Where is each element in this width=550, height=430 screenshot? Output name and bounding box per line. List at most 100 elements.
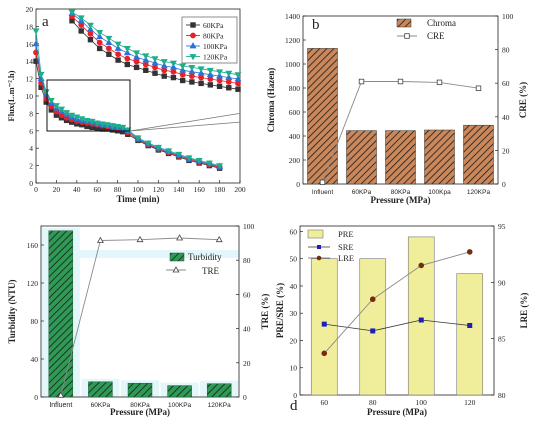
x-category-label: 120KPa — [467, 189, 491, 196]
y-tick-label: 12 — [26, 75, 34, 84]
zoom-data-point — [179, 63, 187, 70]
y-tick-label: 1200 — [285, 36, 300, 45]
zoom-data-point — [207, 76, 214, 82]
legend-label: CRE — [427, 31, 445, 41]
zoom-data-point — [114, 44, 122, 51]
x-category-label: 60KPa — [352, 189, 372, 196]
zoom-data-point — [87, 30, 94, 37]
x-tick-label: 80 — [114, 185, 122, 194]
zoom-data-point — [105, 38, 113, 45]
zoom-data-point — [151, 56, 159, 63]
panel-letter-d: d — [290, 398, 298, 414]
y-tick-label: 20 — [26, 5, 34, 14]
bar-chroma — [463, 124, 494, 185]
y-tick-label: 2 — [29, 162, 33, 171]
y-tick-label: 600 — [289, 108, 301, 117]
data-point-LRE — [369, 296, 376, 303]
zoom-data-point — [234, 75, 242, 82]
zoom-data-point — [87, 36, 94, 43]
zoom-data-point — [188, 64, 196, 72]
x-category-label: 80KPa — [130, 402, 150, 409]
zoom-data-point — [133, 50, 141, 57]
y-right-axis-label: LRE (%) — [519, 293, 529, 329]
y-right-tick-label: 20 — [502, 146, 510, 155]
data-point — [165, 148, 173, 155]
data-point — [32, 28, 40, 35]
data-point-TRE — [57, 391, 65, 398]
x-tick-label: 200 — [234, 185, 246, 194]
bar-turbidity — [48, 230, 74, 398]
data-point — [98, 121, 106, 128]
y-tick-label: 18 — [26, 22, 34, 31]
y-right-tick-label: 100 — [502, 12, 514, 21]
y-tick-label: 1400 — [285, 12, 300, 21]
zoom-data-point — [179, 66, 187, 73]
y-right-axis-label: TRE (%) — [260, 294, 270, 330]
data-point-LRE — [418, 262, 425, 269]
zoom-data-point — [206, 67, 214, 75]
data-point — [37, 71, 45, 79]
zoom-data-point — [226, 85, 232, 91]
bar-chroma — [424, 129, 455, 185]
data-point-SRE — [418, 317, 424, 323]
panel-d-frame — [299, 225, 495, 396]
data-point — [78, 116, 86, 123]
data-point-SRE — [467, 322, 473, 328]
x-category-label: 60 — [321, 398, 329, 407]
zoom-data-point — [96, 45, 103, 52]
bar-PRE — [456, 273, 484, 396]
y-tick-label: 0 — [29, 179, 33, 188]
zoom-data-point — [216, 77, 223, 84]
legend-label: Turbidity — [188, 252, 222, 262]
y-right-tick-label: 20 — [243, 359, 251, 368]
x-tick-label: 120 — [153, 185, 165, 194]
zoom-data-point — [161, 67, 168, 74]
legend-marker — [190, 32, 196, 39]
data-point-CRE — [397, 78, 404, 85]
y-tick-label: 30 — [290, 309, 298, 318]
zoom-data-point — [96, 32, 104, 40]
data-point — [58, 106, 65, 113]
data-point-CRE — [475, 85, 482, 91]
x-tick-label: 0 — [34, 185, 38, 194]
zoom-data-point — [235, 80, 241, 87]
legend-marker — [316, 255, 322, 261]
y-tick-label: 60 — [290, 227, 298, 236]
y-tick-label: 10 — [290, 364, 298, 373]
legend-swatch — [396, 18, 412, 28]
data-point — [103, 122, 111, 129]
y-tick-label: 4 — [29, 144, 33, 153]
x-axis-label: Pressure (MPa) — [371, 195, 431, 205]
bar-PRE — [407, 236, 435, 396]
zoom-data-point — [124, 61, 131, 68]
x-category-label: 120 — [464, 398, 476, 407]
data-point — [93, 120, 101, 127]
y-axis-label: Flux(L.m⁻².h) — [6, 70, 16, 121]
zoom-data-point — [161, 73, 167, 79]
zoom-data-point — [96, 30, 104, 37]
y-right-tick-label: 100 — [243, 222, 255, 231]
y-axis-label: Chroma (Hazen) — [266, 68, 276, 133]
data-point — [109, 123, 116, 130]
legend-marker — [190, 22, 196, 28]
zoom-data-point — [216, 72, 224, 79]
y-tick-label: 20 — [290, 336, 298, 345]
legend-label: 80KPa — [203, 32, 224, 41]
data-point — [124, 127, 132, 134]
data-point-SRE — [370, 328, 376, 334]
data-point-CRE — [319, 179, 326, 186]
x-tick-label: 100 — [132, 185, 144, 194]
x-category-label: Influent — [312, 189, 334, 196]
zoom-data-point — [160, 59, 168, 66]
bar-turbidity — [127, 382, 153, 398]
data-point-TRE — [176, 234, 184, 241]
y-right-tick-label: 60 — [243, 290, 251, 299]
zoom-data-point — [106, 51, 112, 57]
legend-label: 100KPa — [203, 42, 228, 51]
zoom-data-point — [189, 79, 195, 85]
y-right-tick-label: 60 — [502, 79, 510, 88]
legend-label: TRE — [202, 266, 220, 276]
bar-chroma — [307, 48, 338, 185]
y-tick-label: 0 — [34, 393, 38, 402]
